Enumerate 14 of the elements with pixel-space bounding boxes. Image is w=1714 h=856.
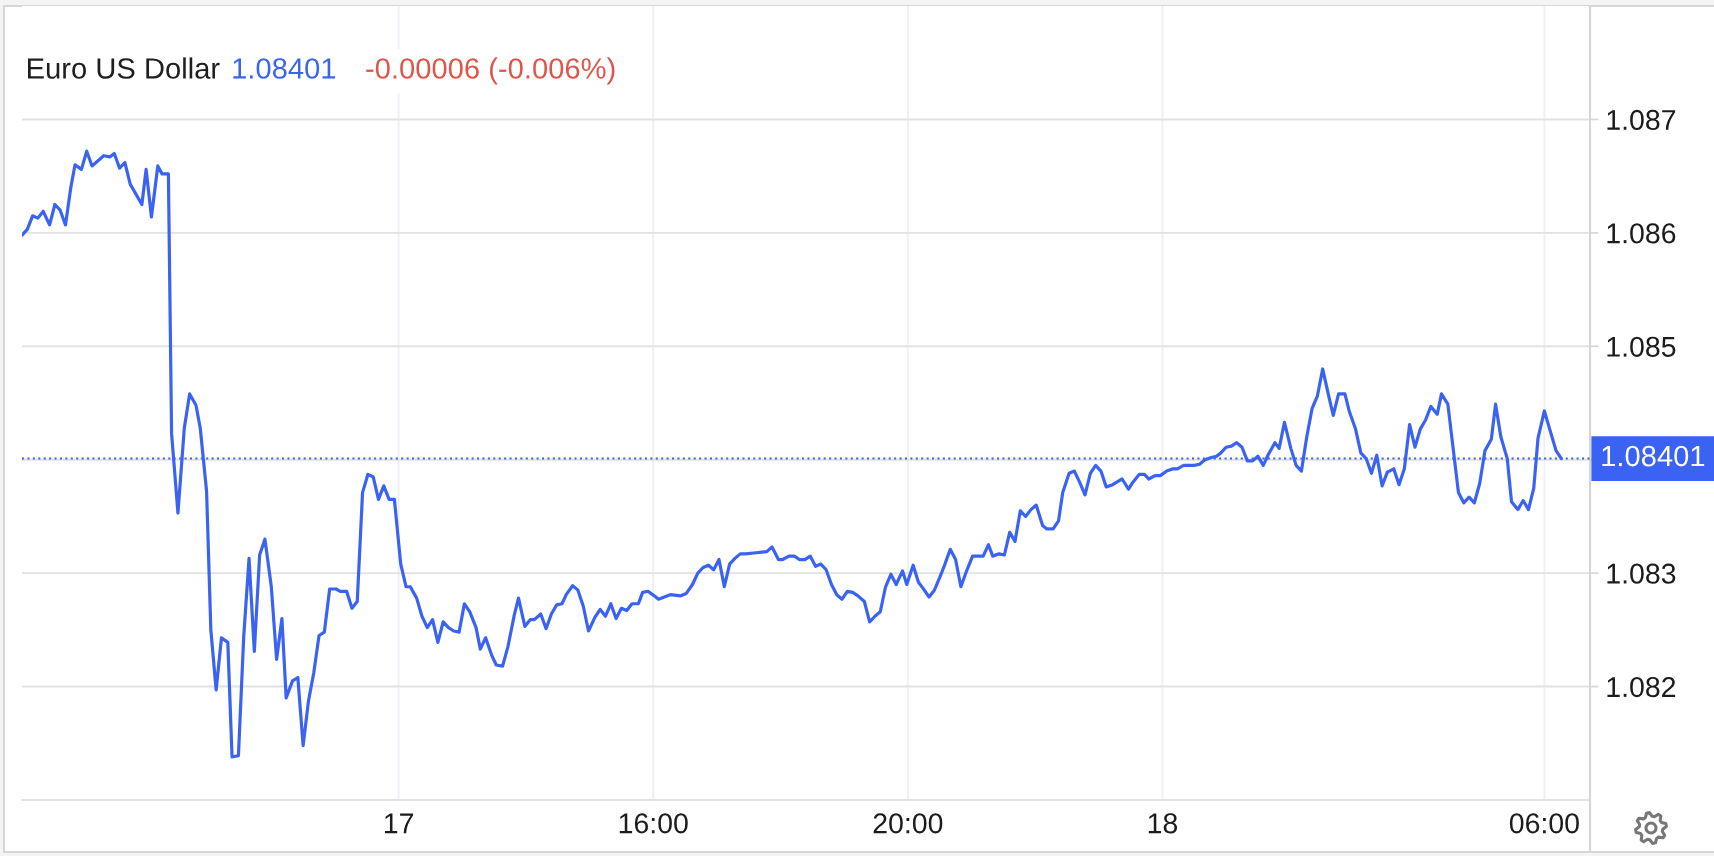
x-tick-label: 16:00 (619, 813, 688, 834)
annotation: 1.08401 (233, 58, 336, 79)
y-tick-label: 1.087 (1607, 109, 1676, 131)
y-tick-label: 1.085 (1607, 336, 1676, 357)
x-tick-label: 18 (1148, 813, 1178, 834)
x-tick-label: 17 (384, 813, 414, 834)
x-tick-label: 20:00 (873, 813, 943, 834)
y-tick-label: 1.086 (1607, 223, 1676, 244)
annotation: -0.00006 (-0.006%) (366, 57, 615, 85)
text: Euro US Dollar (27, 57, 220, 79)
y-tick-label: 1.083 (1607, 563, 1676, 584)
ref-line-label: 1.08401 (1602, 445, 1705, 467)
y-tick-label: 1.082 (1607, 677, 1676, 698)
x-tick-label: 06:00 (1509, 813, 1579, 834)
